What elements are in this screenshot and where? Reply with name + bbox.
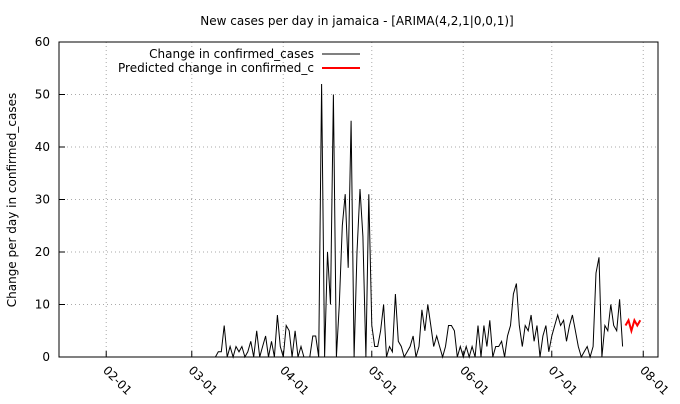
legend-label: Predicted change in confirmed_c: [118, 61, 314, 75]
x-tick-label: 04-01: [277, 363, 312, 398]
y-tick-label: 40: [35, 140, 50, 154]
x-tick-label: 03-01: [186, 363, 221, 398]
y-tick-label: 30: [35, 193, 50, 207]
y-tick-label: 10: [35, 298, 50, 312]
y-axis-label: Change per day in confirmed_cases: [5, 93, 19, 308]
x-tick-label: 07-01: [546, 363, 581, 398]
x-tick-label: 08-01: [637, 363, 672, 398]
y-tick-label: 0: [42, 350, 50, 364]
y-tick-label: 60: [35, 35, 50, 49]
chart-title: New cases per day in jamaica - [ARIMA(4,…: [200, 14, 514, 28]
x-tick-label: 02-01: [100, 363, 135, 398]
y-tick-label: 50: [35, 88, 50, 102]
series-line: [624, 317, 642, 335]
y-tick-label: 20: [35, 245, 50, 259]
x-tick-label: 06-01: [457, 363, 492, 398]
plot-frame: [58, 41, 659, 358]
x-tick-label: 05-01: [366, 363, 401, 398]
legend-label: Change in confirmed_cases: [149, 47, 314, 61]
series-line: [212, 83, 624, 359]
